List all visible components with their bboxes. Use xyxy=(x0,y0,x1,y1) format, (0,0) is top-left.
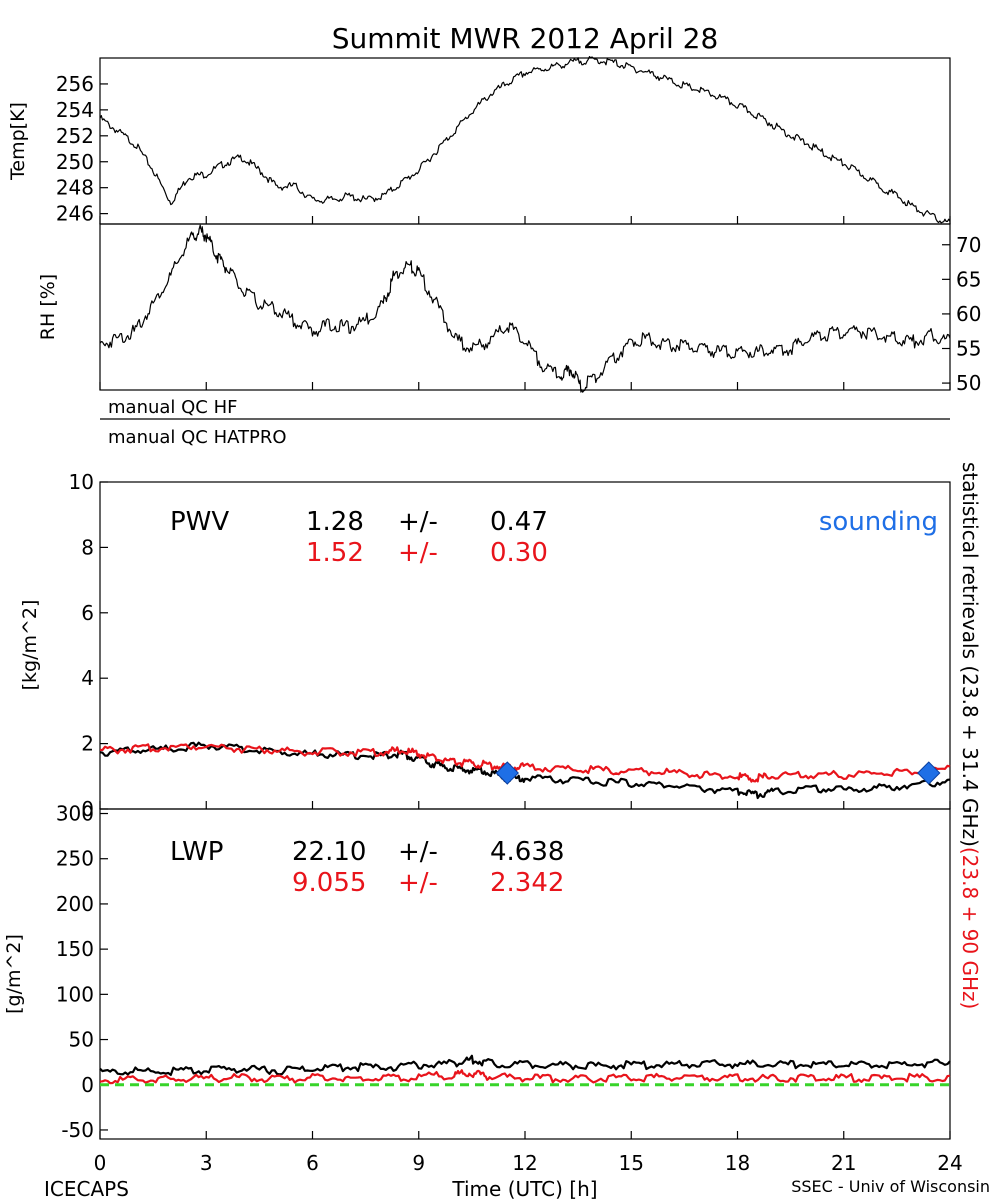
lwp-axis-label: [g/m^2] xyxy=(3,934,25,1014)
lwp-sep-black: +/- xyxy=(398,837,438,867)
x-tick-label: 12 xyxy=(512,1151,537,1175)
lwp-std-red: 2.342 xyxy=(490,868,564,898)
y-tick-label-lwp: 50 xyxy=(69,1028,94,1052)
y-tick-label-pwv: 10 xyxy=(69,470,94,494)
x-tick-label: 15 xyxy=(619,1151,644,1175)
y-tick-label-pwv: 0 xyxy=(81,797,94,821)
chart-marks: 24624825025225425650556065700246810-5005… xyxy=(56,55,981,1175)
y-tick-label-relative-humidity: 70 xyxy=(956,233,981,257)
y-tick-label-relative-humidity: 50 xyxy=(956,371,981,395)
y-tick-label-temperature: 248 xyxy=(56,176,94,200)
y-tick-label-lwp: 150 xyxy=(56,937,94,961)
y-tick-label-temperature: 254 xyxy=(56,98,94,122)
rh-axis-label: RH [%] xyxy=(37,274,59,340)
y-tick-label-relative-humidity: 60 xyxy=(956,302,981,326)
pwv-axis-label: [kg/m^2] xyxy=(19,600,41,691)
x-tick-label: 0 xyxy=(94,1151,107,1175)
y-tick-label-temperature: 250 xyxy=(56,150,94,174)
pwv-mean-red: 1.52 xyxy=(306,538,364,568)
pwv-mean-black: 1.28 xyxy=(306,507,364,537)
y-tick-label-temperature: 246 xyxy=(56,202,94,226)
temperature-panel-frame xyxy=(99,57,951,225)
sounding-marker xyxy=(495,761,519,785)
y-tick-label-lwp: 100 xyxy=(56,982,94,1006)
y-tick-label-pwv: 2 xyxy=(81,732,94,756)
side-label: statistical retrievals (23.8 + 31.4 GHz)… xyxy=(958,462,982,1009)
temperature-axis-label: Temp[K] xyxy=(7,102,29,181)
y-tick-label-lwp: 0 xyxy=(81,1073,94,1097)
pwv-sep-black: +/- xyxy=(398,507,438,537)
x-tick-label: 9 xyxy=(412,1151,425,1175)
x-axis-label: Time (UTC) [h] xyxy=(451,1177,597,1200)
x-tick-label: 18 xyxy=(725,1151,750,1175)
side-label-red: (23.8 + 90 GHz) xyxy=(958,847,982,1009)
lwp-mean-red: 9.055 xyxy=(292,868,366,898)
y-tick-label-lwp: 300 xyxy=(56,802,94,826)
qc-label-hf: manual QC HF xyxy=(108,397,237,418)
y-tick-label-temperature: 256 xyxy=(56,72,94,96)
series-line-pwv-black xyxy=(99,741,951,800)
lwp-std-black: 4.638 xyxy=(490,837,564,867)
y-tick-label-relative-humidity: 55 xyxy=(956,337,981,361)
side-label-black: statistical retrievals (23.8 + 31.4 GHz) xyxy=(958,462,982,847)
lwp-sep-red: +/- xyxy=(398,868,438,898)
series-line-lwp-black xyxy=(99,1054,951,1077)
y-tick-label-temperature: 252 xyxy=(56,124,94,148)
lwp-mean-black: 22.10 xyxy=(292,837,366,867)
series-line-relative-humidity-black xyxy=(99,224,951,393)
series-line-lwp-red xyxy=(99,1069,951,1085)
footer-left-label: ICECAPS xyxy=(44,1177,129,1200)
pwv-std-black: 0.47 xyxy=(490,507,548,537)
x-tick-label: 21 xyxy=(831,1151,856,1175)
y-tick-label-lwp: -50 xyxy=(61,1118,94,1142)
sounding-marker xyxy=(917,761,941,785)
pwv-std-red: 0.30 xyxy=(490,538,548,568)
sounding-label: sounding xyxy=(819,507,938,537)
chart-title: Summit MWR 2012 April 28 xyxy=(332,22,719,55)
y-tick-label-lwp: 250 xyxy=(56,847,94,871)
qc-label-hatpro: manual QC HATPRO xyxy=(108,427,287,448)
x-tick-label: 3 xyxy=(200,1151,213,1175)
x-tick-label: 24 xyxy=(937,1151,962,1175)
pwv-panel-label: PWV xyxy=(170,507,229,537)
y-tick-label-pwv: 8 xyxy=(81,535,94,559)
series-line-pwv-red xyxy=(99,743,951,783)
y-tick-label-pwv: 6 xyxy=(81,601,94,625)
x-tick-label: 6 xyxy=(306,1151,319,1175)
footer-right-label: SSEC - Univ of Wisconsin xyxy=(791,1177,990,1196)
y-tick-label-relative-humidity: 65 xyxy=(956,267,981,291)
series-line-temperature-black xyxy=(99,55,951,224)
rh-panel-frame xyxy=(99,223,951,391)
pwv-sep-red: +/- xyxy=(398,538,438,568)
lwp-panel-label: LWP xyxy=(170,837,224,867)
y-tick-label-pwv: 4 xyxy=(81,666,94,690)
y-tick-label-lwp: 200 xyxy=(56,892,94,916)
